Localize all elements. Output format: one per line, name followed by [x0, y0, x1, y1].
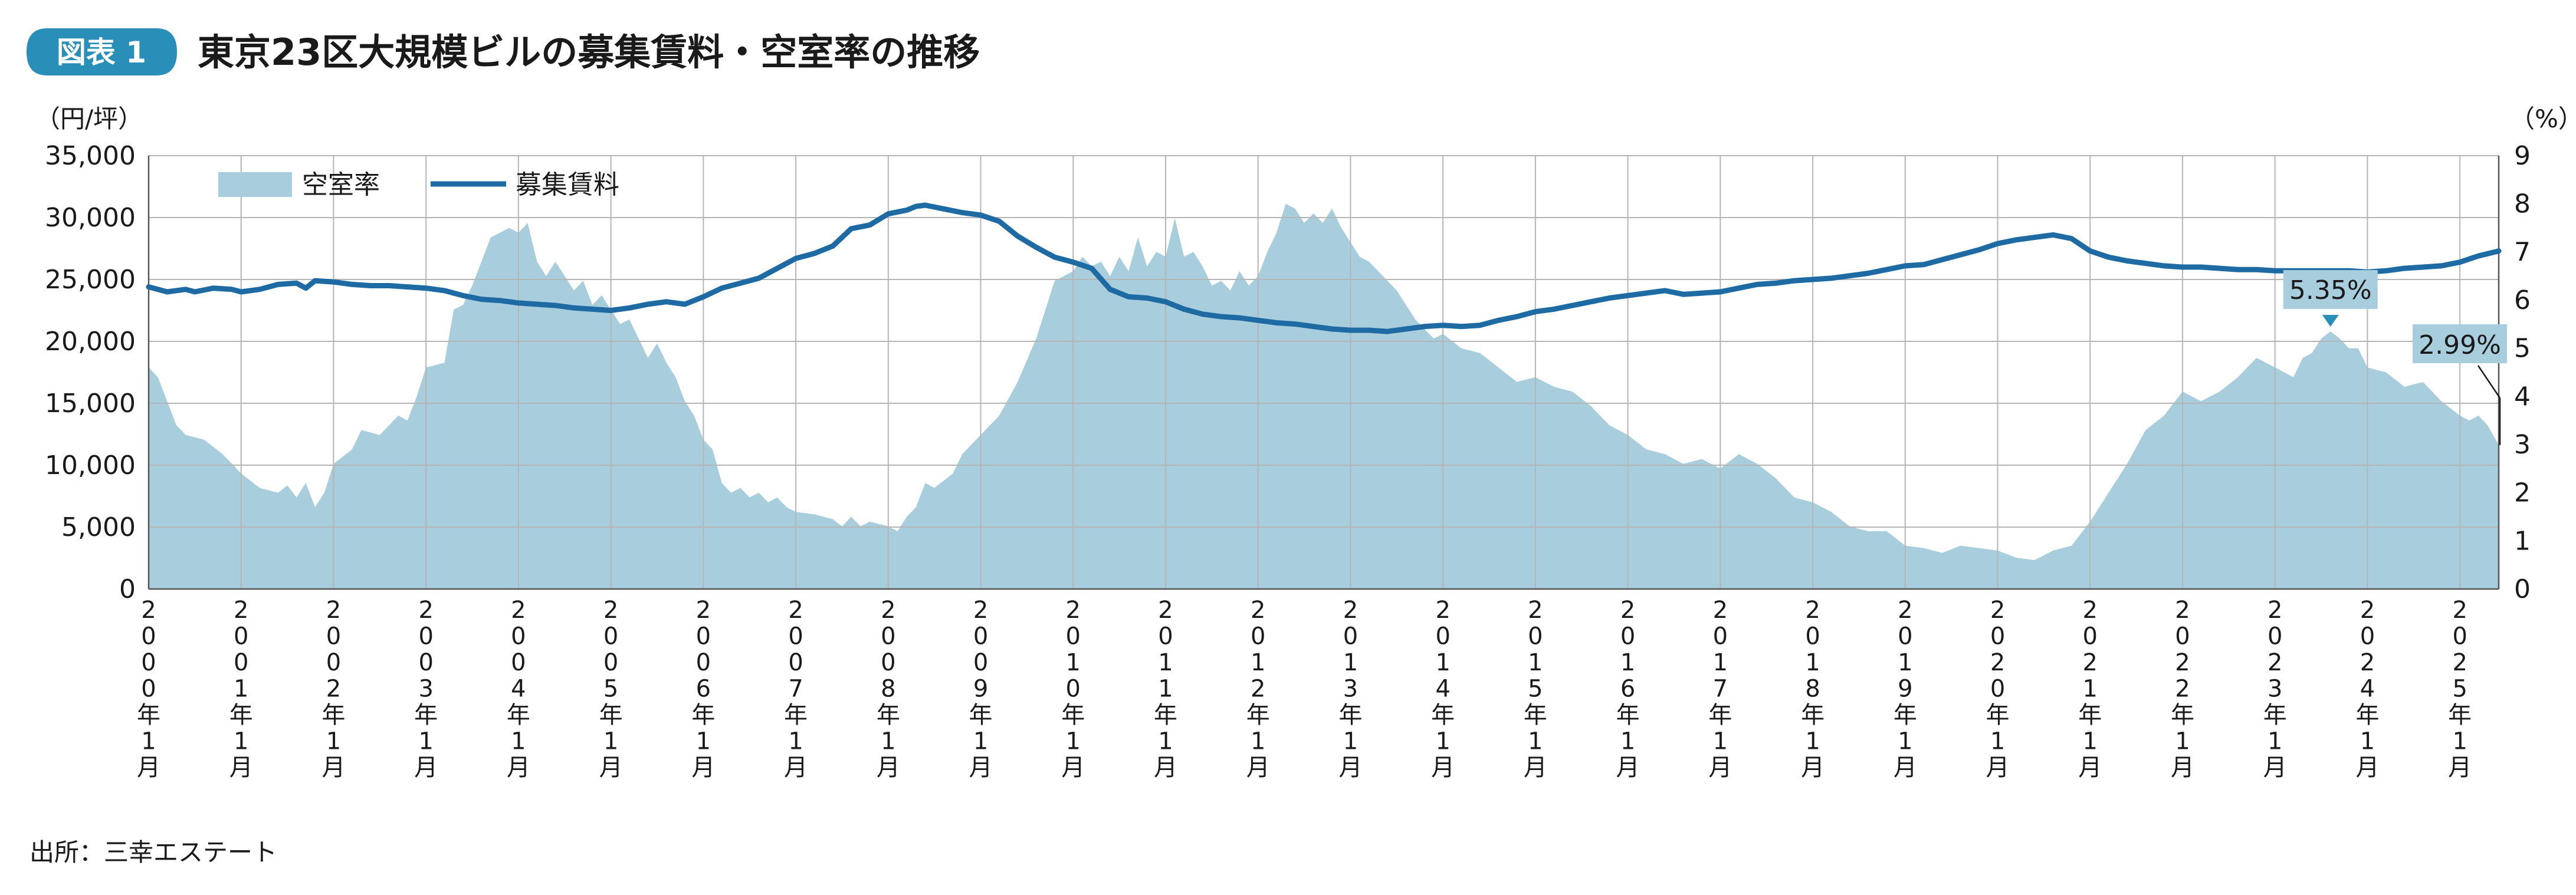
- y-right-tick-label: 4: [2514, 381, 2531, 412]
- y-right-tick-label: 2: [2514, 478, 2531, 508]
- y-left-tick-label: 30,000: [45, 203, 136, 233]
- y-right-tick-label: 3: [2514, 430, 2531, 460]
- y-right-tick-label: 7: [2514, 237, 2531, 267]
- annotation-peak-label: 5.35%: [2289, 275, 2372, 305]
- annotation-latest-label: 2.99%: [2419, 330, 2501, 360]
- y-left-tick-label: 35,000: [45, 141, 136, 171]
- chart-title: 東京23区大規模ビルの募集賃料・空室率の推移: [198, 31, 980, 74]
- y-right-tick-label: 8: [2514, 189, 2531, 219]
- legend-label-rent: 募集賃料: [516, 170, 619, 200]
- y-left-tick-label: 20,000: [45, 327, 136, 357]
- y-left-axis-label: （円/坪）: [35, 104, 143, 133]
- y-left-tick-label: 5,000: [61, 512, 136, 542]
- x-ticks: 2 0 0 0 年 1 月 2 0 0 1 年 1 月 2 0 0 2 年 1 月 2 0 0 3 年 1 月 2 0 0 4 年 1 月 2 0 0 5 年…: [137, 597, 2472, 781]
- y-right-tick-label: 6: [2514, 285, 2531, 315]
- series-rent-line: [146, 202, 2502, 334]
- y-right-ticks: 0 1 2 3 4 5 6 7 8 9: [2514, 141, 2531, 604]
- y-left-tick-label: 10,000: [45, 450, 136, 481]
- legend-swatch-vacancy: [218, 172, 292, 197]
- y-right-tick-label: 1: [2514, 526, 2531, 556]
- annotation-latest-box: [2413, 324, 2507, 363]
- y-right-tick-label: 5: [2514, 334, 2531, 364]
- y-left-tick-label: 0: [119, 574, 136, 604]
- annotation-peak-box: [2283, 270, 2378, 310]
- annotations: 5.35% 2.99%: [2283, 270, 2507, 445]
- badge-label: 図表 1: [57, 35, 146, 70]
- y-right-tick-label: 9: [2514, 141, 2531, 171]
- series-vacancy-area: [149, 203, 2499, 589]
- badge-shape: [27, 28, 177, 75]
- plot-area: [146, 155, 2502, 590]
- source-note: 出所：三幸エステート: [29, 838, 277, 867]
- y-left-tick-label: 25,000: [45, 265, 136, 295]
- annotation-latest-leader: [2477, 365, 2501, 399]
- y-right-axis-label: （%）: [2510, 104, 2576, 133]
- y-right-tick-label: 0: [2514, 574, 2531, 604]
- figure-badge: 図表 1: [27, 28, 177, 75]
- y-left-ticks: 0 5,000 10,000 15,000 20,000 25,000 30,000 35,0…: [45, 141, 136, 604]
- chart-legend: 空室率 募集賃料: [218, 170, 619, 200]
- annotation-peak-pointer: [2322, 315, 2339, 327]
- y-left-tick-label: 15,000: [45, 389, 136, 419]
- legend-label-vacancy: 空室率: [302, 170, 380, 200]
